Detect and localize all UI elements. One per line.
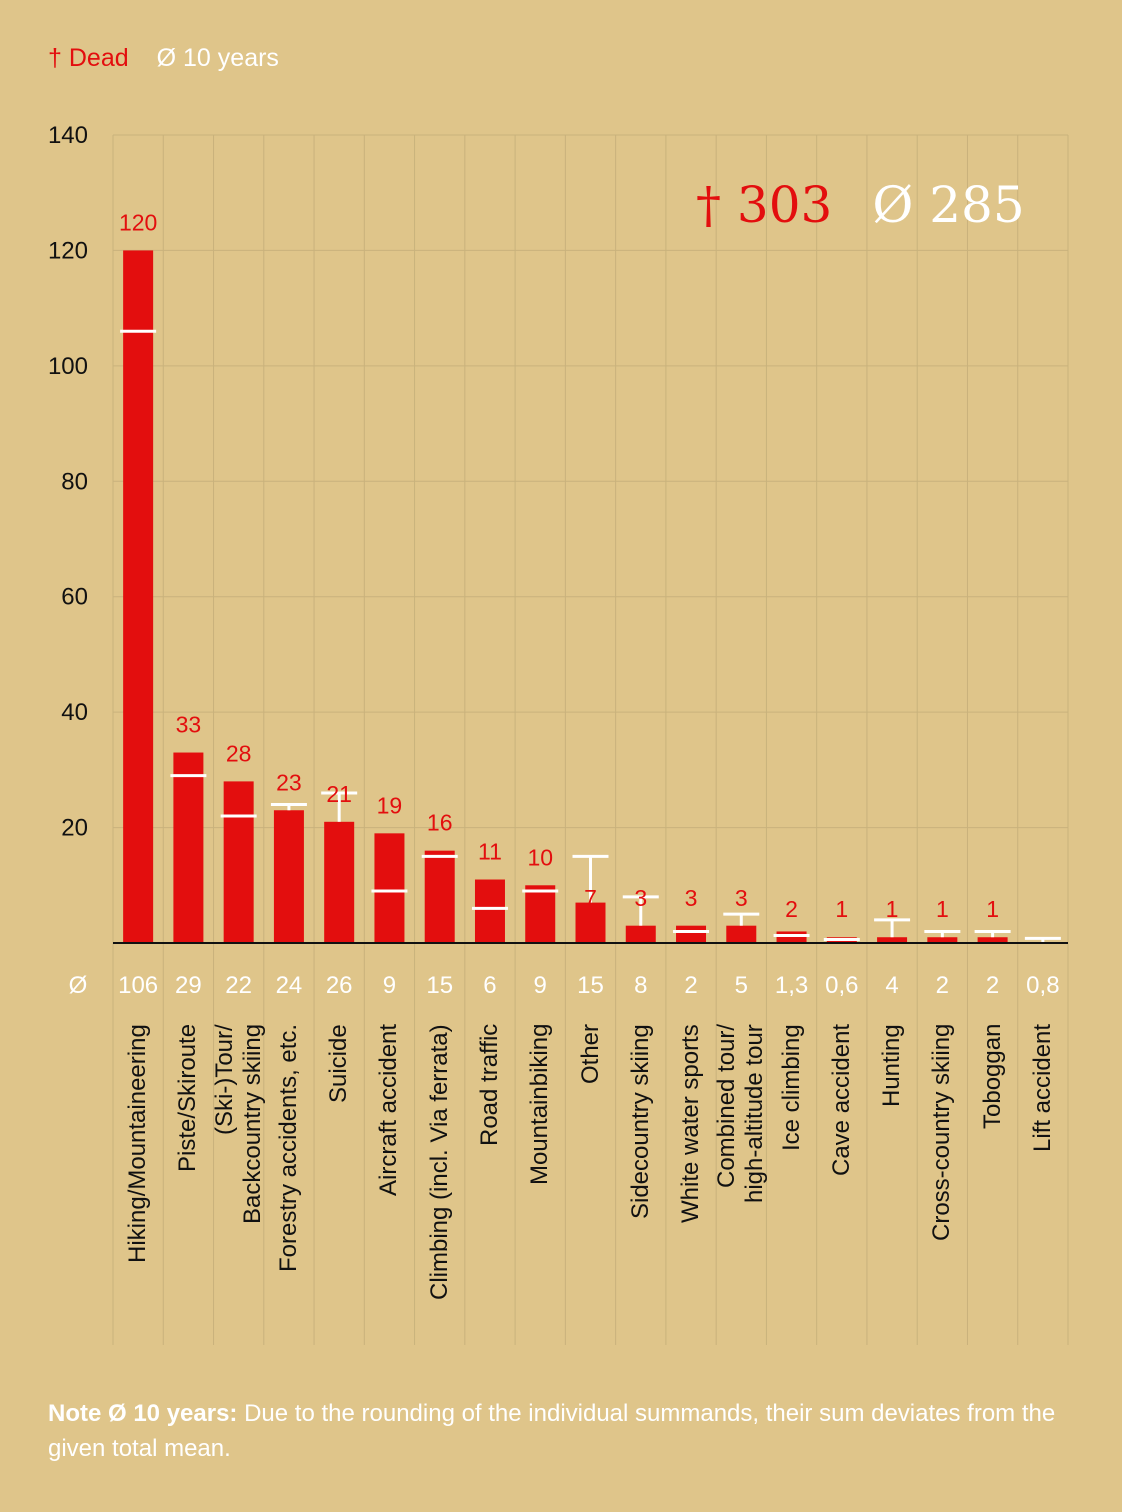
bar (625, 925, 656, 943)
average-value-label: 0,8 (1026, 972, 1059, 999)
bar-value-label: 23 (276, 769, 302, 795)
average-value-label: 6 (483, 972, 496, 999)
category-label: Aircraft accident (375, 1024, 403, 1197)
footnote-title: Note Ø 10 years: (48, 1400, 238, 1427)
bar-value-label: 28 (226, 740, 252, 766)
category-label: Toboggan (978, 1024, 1006, 1130)
bar-value-label: 33 (176, 712, 202, 738)
category-label: Suicide (325, 1024, 353, 1103)
bar-value-label: 3 (634, 885, 647, 911)
bar-value-label: 10 (527, 844, 553, 870)
bar (575, 902, 606, 943)
bar-value-label: 2 (785, 896, 798, 922)
bar-value-label: 1 (936, 896, 949, 922)
diameter-icon: Ø (156, 44, 177, 72)
legend-dead: † Dead (48, 44, 129, 73)
category-label: Cross-country skiing (928, 1024, 956, 1242)
category-label: Road traffic (475, 1024, 503, 1147)
average-value-label: 4 (885, 972, 898, 999)
average-value-label: 22 (225, 972, 252, 999)
average-value-label: 2 (986, 972, 999, 999)
bar (977, 937, 1008, 943)
category-label: Forestry accidents, etc. (274, 1024, 302, 1273)
average-row-symbol: Ø (69, 972, 88, 999)
bar (726, 925, 757, 943)
cross-icon: † (48, 44, 62, 72)
legend-dead-label: Dead (68, 44, 129, 72)
bar-value-label: 11 (478, 839, 502, 865)
y-tick-label: 40 (61, 699, 88, 726)
average-value-label: 15 (426, 972, 453, 999)
footnote: Note Ø 10 years: Due to the rounding of … (48, 1396, 1078, 1466)
average-value-label: 29 (175, 972, 202, 999)
bar-value-label: 3 (735, 885, 748, 911)
legend-average: Ø 10 years (157, 44, 279, 73)
total-average: Ø 285 (872, 176, 1025, 234)
bar-value-label: 7 (584, 885, 597, 911)
bar-value-label: 1 (886, 896, 899, 922)
legend-average-label: 10 years (183, 44, 279, 72)
bar-value-label: 19 (377, 792, 403, 818)
average-value-label: 0,6 (825, 972, 858, 999)
bar (424, 850, 455, 943)
bar (324, 821, 355, 943)
bar (525, 885, 556, 943)
bar (474, 879, 505, 943)
y-tick-label: 80 (61, 468, 88, 495)
average-value-label: 2 (936, 972, 949, 999)
average-value-label: 5 (735, 972, 748, 999)
bar-value-label: 1 (835, 896, 848, 922)
category-label: Mountainbiking (526, 1024, 554, 1186)
average-value-label: 26 (326, 972, 353, 999)
average-value-label: 9 (383, 972, 396, 999)
category-label: Combined tour/ high-altitude tour (713, 1024, 769, 1203)
average-value-label: 15 (577, 972, 604, 999)
bar (273, 810, 304, 943)
bar (123, 250, 154, 943)
average-value-label: 8 (634, 972, 647, 999)
bar (374, 833, 405, 943)
bar-value-label: 16 (427, 810, 453, 836)
average-value-label: 1,3 (775, 972, 808, 999)
average-value-label: 9 (534, 972, 547, 999)
legend: † Dead Ø 10 years (48, 44, 279, 73)
bar-value-label: 3 (685, 885, 698, 911)
category-label: Other (576, 1024, 604, 1085)
category-label: Cave accident (827, 1024, 855, 1177)
bar-value-label: 120 (119, 209, 157, 235)
y-tick-label: 140 (48, 122, 88, 149)
bar-value-label: 1 (986, 896, 999, 922)
y-tick-label: 60 (61, 584, 88, 611)
average-value-label: 2 (684, 972, 697, 999)
category-label: Lift accident (1028, 1024, 1056, 1153)
category-label: (Ski-)Tour/ Backcountry skiing (210, 1024, 266, 1225)
bar (927, 937, 958, 943)
bar (223, 781, 254, 943)
average-value-label: 106 (118, 972, 158, 999)
category-label: White water sports (677, 1024, 705, 1223)
category-label: Piste/Skiroute (174, 1024, 202, 1173)
bar (877, 937, 908, 943)
y-tick-label: 20 (61, 815, 88, 842)
footnote-text: Due to the rounding of the individual su… (48, 1400, 1056, 1462)
total-dead: † 303 (696, 176, 833, 234)
category-label: Ice climbing (777, 1024, 805, 1151)
category-label: Hiking/Mountaineering (124, 1024, 152, 1263)
y-tick-label: 120 (48, 237, 88, 264)
bar (776, 931, 807, 943)
bar (676, 925, 707, 943)
category-label: Climbing (incl. Via ferrata) (425, 1024, 453, 1300)
average-value-label: 24 (276, 972, 303, 999)
totals: † 303 Ø 285 (696, 176, 1025, 234)
category-label: Hunting (878, 1024, 906, 1107)
category-label: Sidecountry skiing (626, 1024, 654, 1219)
bar-value-label: 21 (326, 781, 352, 807)
y-tick-label: 100 (48, 353, 88, 380)
bar (173, 752, 204, 943)
